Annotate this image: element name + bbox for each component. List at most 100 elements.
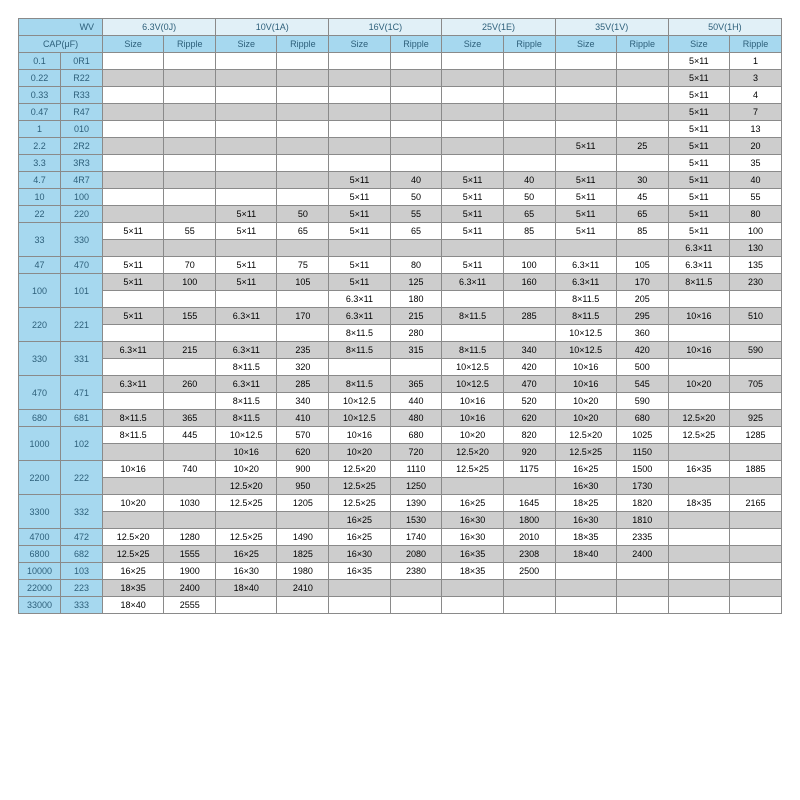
size-cell	[103, 206, 164, 223]
size-cell: 8×11.5	[216, 393, 277, 410]
ripple-cell: 590	[616, 393, 668, 410]
size-cell	[668, 444, 729, 461]
ripple-cell: 230	[729, 274, 781, 291]
ripple-cell	[164, 206, 216, 223]
ripple-cell: 1030	[164, 495, 216, 512]
ripple-cell: 340	[503, 342, 555, 359]
ripple-cell: 1555	[164, 546, 216, 563]
size-cell	[555, 121, 616, 138]
ripple-cell	[616, 87, 668, 104]
ripple-cell: 3	[729, 70, 781, 87]
ripple-cell	[390, 70, 442, 87]
size-cell	[668, 546, 729, 563]
cap-value: 2200	[19, 461, 61, 495]
ripple-cell	[503, 87, 555, 104]
ripple-cell	[729, 529, 781, 546]
size-cell: 5×11	[668, 53, 729, 70]
ripple-cell: 1205	[277, 495, 329, 512]
size-cell: 10×20	[442, 427, 503, 444]
ripple-cell	[503, 70, 555, 87]
ripple-cell: 1175	[503, 461, 555, 478]
size-cell: 18×40	[555, 546, 616, 563]
size-cell	[216, 87, 277, 104]
size-cell: 10×16	[329, 427, 390, 444]
ripple-cell	[277, 121, 329, 138]
size-cell: 10×16	[555, 376, 616, 393]
ripple-cell: 155	[164, 308, 216, 325]
ripple-cell: 170	[616, 274, 668, 291]
size-cell: 5×11	[442, 257, 503, 274]
ripple-cell: 13	[729, 121, 781, 138]
size-cell	[329, 580, 390, 597]
ripple-cell	[729, 291, 781, 308]
ripple-cell: 500	[616, 359, 668, 376]
size-cell	[216, 104, 277, 121]
size-cell	[103, 393, 164, 410]
size-cell	[103, 155, 164, 172]
ripple-cell	[729, 325, 781, 342]
size-cell: 5×11	[103, 223, 164, 240]
ripple-cell	[164, 172, 216, 189]
size-cell	[555, 104, 616, 121]
ripple-cell: 55	[729, 189, 781, 206]
ripple-cell	[616, 70, 668, 87]
ripple-cell: 2410	[277, 580, 329, 597]
ripple-cell	[616, 580, 668, 597]
ripple-cell: 285	[277, 376, 329, 393]
ripple-cell	[616, 121, 668, 138]
ripple-cell	[164, 240, 216, 257]
ripple-cell	[277, 87, 329, 104]
size-cell: 16×30	[216, 563, 277, 580]
ripple-cell: 1900	[164, 563, 216, 580]
cap-value: 2.2	[19, 138, 61, 155]
size-cell: 5×11	[103, 257, 164, 274]
size-cell: 12.5×20	[103, 529, 164, 546]
ripple-cell: 2555	[164, 597, 216, 614]
ripple-cell	[390, 138, 442, 155]
size-cell: 18×35	[668, 495, 729, 512]
size-cell: 8×11.5	[216, 410, 277, 427]
ripple-cell: 2080	[390, 546, 442, 563]
size-cell: 10×20	[668, 376, 729, 393]
ripple-cell: 235	[277, 342, 329, 359]
size-cell: 8×11.5	[555, 308, 616, 325]
size-cell: 5×11	[555, 172, 616, 189]
cap-code: 681	[61, 410, 103, 427]
ripple-cell	[729, 546, 781, 563]
ripple-cell: 1025	[616, 427, 668, 444]
ripple-cell	[390, 104, 442, 121]
ripple-cell: 820	[503, 427, 555, 444]
voltage-header: 25V(1E)	[442, 19, 555, 36]
cap-code: 100	[61, 189, 103, 206]
ripple-cell: 315	[390, 342, 442, 359]
size-cell	[329, 597, 390, 614]
size-cell	[555, 580, 616, 597]
size-cell	[668, 597, 729, 614]
size-cell: 6.3×11	[329, 291, 390, 308]
ripple-cell: 420	[616, 342, 668, 359]
cap-code: 4R7	[61, 172, 103, 189]
size-cell: 5×11	[216, 274, 277, 291]
ripple-cell	[164, 53, 216, 70]
cap-value: 1	[19, 121, 61, 138]
ripple-cell: 130	[729, 240, 781, 257]
size-cell: 16×35	[329, 563, 390, 580]
ripple-cell: 135	[729, 257, 781, 274]
size-cell	[329, 121, 390, 138]
size-cell: 5×11	[442, 189, 503, 206]
ripple-cell: 1500	[616, 461, 668, 478]
ripple-cell: 2335	[616, 529, 668, 546]
ripple-cell: 365	[390, 376, 442, 393]
cap-code: 330	[61, 223, 103, 257]
size-cell: 10×12.5	[555, 342, 616, 359]
ripple-cell: 40	[503, 172, 555, 189]
size-cell	[555, 240, 616, 257]
cap-code: 331	[61, 342, 103, 376]
ripple-cell	[616, 240, 668, 257]
ripple-cell: 205	[616, 291, 668, 308]
size-cell: 5×11	[103, 308, 164, 325]
size-cell	[555, 563, 616, 580]
ripple-cell: 1820	[616, 495, 668, 512]
size-cell	[668, 580, 729, 597]
cap-value: 330	[19, 342, 61, 376]
